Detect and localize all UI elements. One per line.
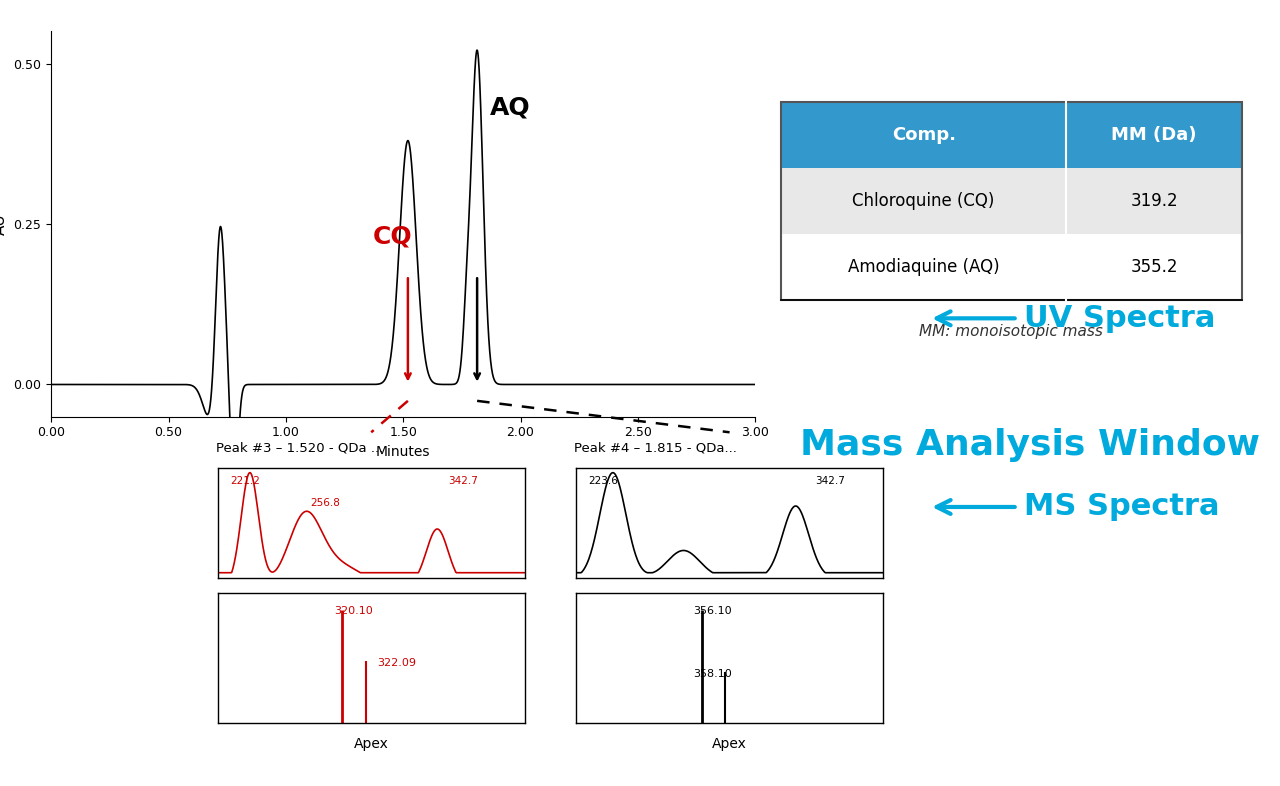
Text: Amodiaquine (AQ): Amodiaquine (AQ) [847,258,1000,276]
Text: CQ: CQ [372,224,412,248]
Text: AQ: AQ [490,96,531,120]
Text: Peak #4 – 1.815 - QDa...: Peak #4 – 1.815 - QDa... [573,442,737,455]
Text: 355.2: 355.2 [1130,258,1178,276]
Text: Chloroquine (CQ): Chloroquine (CQ) [852,192,995,210]
Text: 356.10: 356.10 [692,607,731,616]
Text: 322.09: 322.09 [378,659,416,668]
Bar [781,102,1242,299]
Bar [781,102,1242,168]
Bar [781,168,1242,234]
Text: Mass Analysis Window: Mass Analysis Window [800,428,1260,462]
Text: UV Spectra: UV Spectra [1024,304,1216,332]
Text: 223.6: 223.6 [589,476,618,487]
Text: 342.7: 342.7 [815,476,846,487]
Text: Apex: Apex [353,736,389,751]
Text: Comp.: Comp. [892,127,956,145]
Text: 319.2: 319.2 [1130,192,1178,210]
Text: Peak #3 – 1.520 - QDa ...: Peak #3 – 1.520 - QDa ... [215,442,383,455]
Text: 256.8: 256.8 [310,498,339,509]
Text: Apex: Apex [712,736,748,751]
Text: MM (Da): MM (Da) [1111,127,1197,145]
Y-axis label: AU: AU [0,213,8,235]
Bar [781,234,1242,299]
Text: 320.10: 320.10 [334,607,372,616]
Text: MS Spectra: MS Spectra [1024,493,1220,521]
Text: 221.2: 221.2 [230,476,260,487]
Text: 342.7: 342.7 [448,476,477,487]
Text: 358.10: 358.10 [692,669,731,678]
X-axis label: Minutes: Minutes [376,445,430,459]
Text: MM: monoisotopic mass: MM: monoisotopic mass [919,324,1103,339]
